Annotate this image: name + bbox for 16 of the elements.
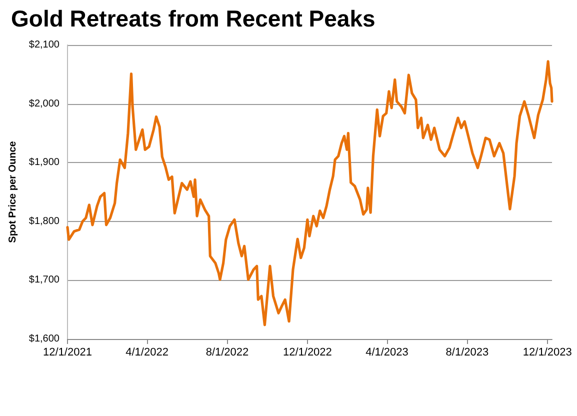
y-tick-label: $1,900	[28, 157, 60, 168]
x-tick-label: 12/1/2023	[522, 346, 572, 358]
y-tick-label: $1,700	[28, 274, 60, 286]
y-tick-label: $1,600	[28, 334, 60, 344]
chart-title: Gold Retreats from Recent Peaks	[11, 6, 376, 32]
x-tick-label: 8/1/2022	[206, 346, 249, 358]
y-tick-label: $1,800	[28, 216, 60, 227]
y-axis-title: Spot Price per Ounce	[8, 140, 18, 243]
x-tick-label: 4/1/2022	[126, 346, 168, 358]
x-tick-label: 8/1/2023	[446, 346, 489, 358]
x-tick-label: 12/1/2021	[43, 346, 92, 358]
y-tick-label: $2,100	[28, 40, 60, 50]
line-series	[66, 60, 554, 326]
x-tick-label: 4/1/2023	[366, 346, 408, 358]
y-tick-label: $2,000	[28, 98, 60, 110]
x-tick-label: 12/1/2022	[282, 346, 332, 358]
